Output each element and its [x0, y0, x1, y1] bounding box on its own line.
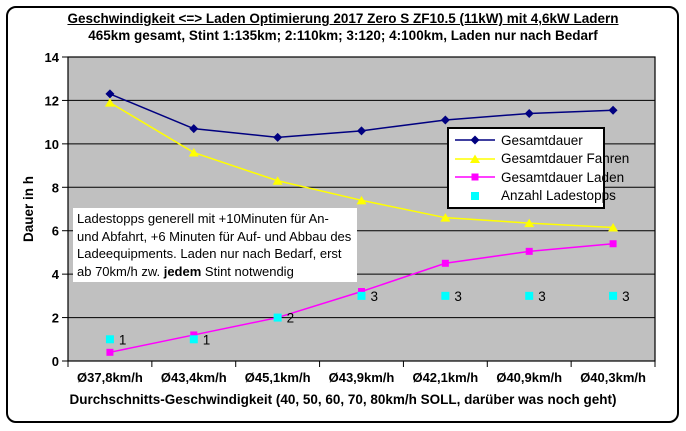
- annotation-text-end: Stint notwendig: [201, 263, 294, 279]
- series-marker: [105, 335, 114, 344]
- y-axis-tick-label: 4: [52, 267, 60, 282]
- series-marker: [357, 126, 366, 136]
- legend-label-ladestopps: Anzahl Ladestopps: [501, 188, 616, 204]
- series-marker: [608, 105, 618, 115]
- chart-subtitle: 465km gesamt, Stint 1:135km; 2:110km; 3:…: [88, 28, 598, 43]
- y-axis-tick-label: 6: [52, 224, 59, 239]
- x-axis-category-label: Ø40,3km/h: [580, 370, 646, 385]
- legend-marker-gesamtdauer-icon: [453, 133, 497, 147]
- series-marker: [471, 191, 479, 200]
- legend-marker-ladestopps-icon: [453, 189, 497, 203]
- annotation-box: Ladestopps generell mit +10Minuten für A…: [73, 208, 357, 282]
- series-marker: [104, 98, 115, 107]
- legend-label-laden: Gesamtdauer Laden: [501, 169, 625, 185]
- legend-marker-glyph: [455, 135, 495, 145]
- y-axis-tick-label: 10: [45, 137, 59, 152]
- chart-title: Geschwindigkeit <=> Laden Optimierung 20…: [67, 11, 619, 26]
- legend-item-gesamtdauer: Gesamtdauer: [453, 133, 599, 148]
- y-axis-tick-label: 2: [52, 311, 59, 326]
- series-marker: [190, 331, 198, 339]
- x-axis-category-label: Ø43,4km/h: [161, 370, 227, 385]
- legend-marker-laden-icon: [453, 170, 497, 184]
- legend-label-fahren: Gesamtdauer Fahren: [501, 151, 630, 167]
- series-marker: [441, 259, 449, 267]
- series-marker: [272, 176, 283, 185]
- series-marker: [356, 195, 367, 205]
- series-gesamtdauer: [105, 89, 618, 142]
- series-marker: [609, 291, 618, 300]
- series-marker: [471, 173, 479, 181]
- series-marker: [273, 313, 282, 322]
- x-axis-category-label: Ø42,1km/h: [412, 370, 478, 385]
- plot-background: [67, 56, 656, 362]
- series-marker: [106, 348, 114, 356]
- series-marker: [105, 89, 115, 99]
- series-marker: [441, 291, 450, 300]
- ladestopps-count-label: 3: [454, 289, 462, 304]
- legend-marker-fahren-icon: [453, 152, 497, 166]
- x-axis-title: Durchschnitts-Geschwindigkeit (40, 50, 6…: [69, 392, 617, 407]
- legend-marker-glyph: [455, 173, 495, 181]
- ladestopps-count-label: 1: [203, 332, 211, 347]
- ladestopps-count-label: 1: [119, 332, 127, 347]
- series-marker: [470, 135, 480, 145]
- series-marker: [524, 218, 535, 228]
- legend-marker-glyph: [455, 154, 495, 163]
- y-axis-tick-label: 0: [52, 354, 59, 369]
- y-axis-tick-label: 8: [52, 180, 59, 195]
- x-axis-category-label: Ø40,9km/h: [496, 370, 562, 385]
- ladestopps-count-label: 3: [371, 289, 379, 304]
- series-marker: [189, 124, 199, 134]
- x-axis-category-label: Ø45,1km/h: [245, 370, 311, 385]
- series-marker: [357, 291, 366, 300]
- series-marker: [188, 148, 199, 157]
- y-axis-tick-label: 12: [45, 93, 59, 108]
- y-axis-tick-label: 14: [45, 50, 60, 65]
- legend-label-gesamtdauer: Gesamtdauer: [501, 132, 583, 148]
- series-marker: [525, 291, 534, 300]
- ladestopps-count-label: 3: [622, 289, 630, 304]
- legend: Gesamtdauer Gesamtdauer Fahren Gesamtdau…: [447, 127, 629, 209]
- series-marker: [470, 154, 480, 163]
- series-gesamtdauer-fahren: [104, 98, 619, 232]
- series-marker: [525, 247, 533, 255]
- series-marker: [524, 108, 534, 118]
- series-marker: [608, 222, 619, 232]
- series-marker: [273, 132, 283, 142]
- legend-item-anzahl-ladestopps: Anzahl Ladestopps: [453, 188, 616, 203]
- annotation-text: Ladestopps generell mit +10Minuten für A…: [77, 211, 352, 279]
- legend-marker-glyph: [471, 191, 479, 200]
- ladestopps-count-label: 2: [287, 311, 295, 326]
- ladestopps-count-label: 3: [538, 289, 546, 304]
- series-marker: [189, 335, 198, 344]
- x-axis-category-label: Ø37,8km/h: [77, 370, 143, 385]
- series-marker: [440, 115, 450, 125]
- series-anzahl-ladestopps: 1 1 2 3 3 3 3: [105, 289, 630, 347]
- series-marker: [609, 240, 617, 248]
- annotation-bold-word: jedem: [163, 263, 202, 279]
- x-axis-category-label: Ø43,9km/h: [329, 370, 395, 385]
- legend-item-gesamtdauer-laden: Gesamtdauer Laden: [453, 170, 624, 185]
- legend-item-gesamtdauer-fahren: Gesamtdauer Fahren: [453, 151, 629, 166]
- series-marker: [358, 288, 365, 296]
- series-marker: [440, 213, 451, 222]
